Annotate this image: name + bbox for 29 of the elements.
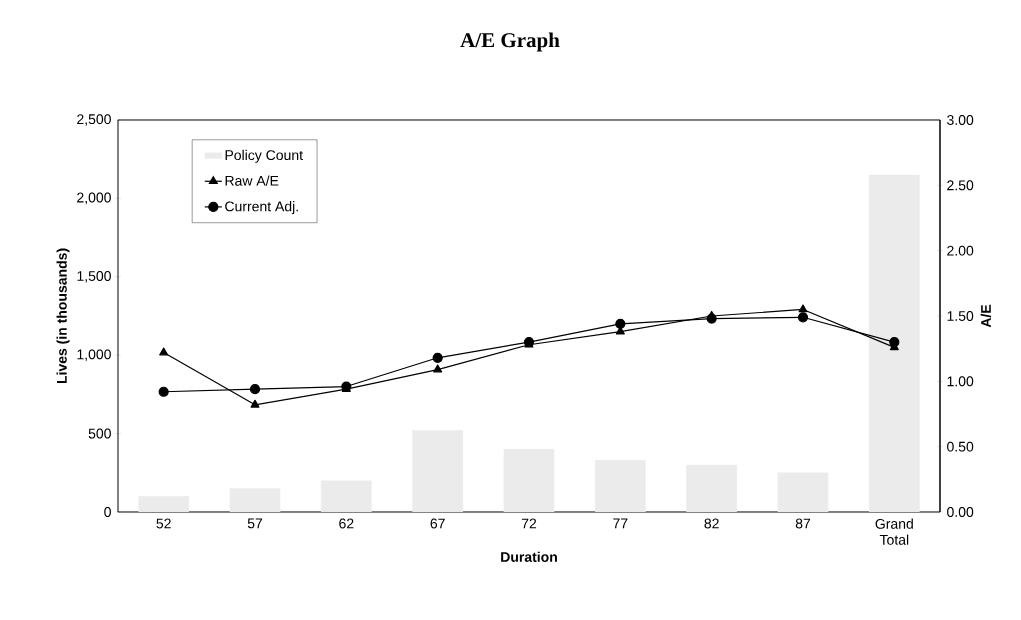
x-tick-label: Grand Total [875, 518, 913, 545]
x-tick-label: 62 [339, 518, 354, 529]
y-tick-label: 2,500 [77, 114, 111, 126]
legend-label: Policy Count [225, 149, 303, 163]
y-tick-label: 0 [104, 507, 111, 517]
y-tick-label: 1,000 [77, 349, 111, 361]
x-axis-title: Duration [501, 551, 557, 562]
y2-tick-label: 0.00 [947, 507, 974, 517]
x-tick-label: 57 [247, 518, 263, 529]
y2-tick-label: 1.50 [947, 311, 974, 321]
x-tick-label: 77 [613, 518, 628, 529]
y2-tick-label: 0.50 [947, 441, 974, 452]
x-tick-label: 82 [704, 518, 719, 529]
x-tick-label: 52 [156, 518, 171, 529]
y-tick-label: 500 [88, 428, 111, 439]
y2-tick-label: 1.00 [947, 376, 974, 387]
y2-tick-label: 3.00 [947, 115, 974, 125]
legend-label: Raw A/E [225, 175, 279, 186]
y-tick-label: 2,000 [77, 192, 111, 205]
y2-tick-label: 2.50 [947, 180, 974, 191]
x-tick-label: 72 [521, 518, 537, 529]
y2-tick-label: 2.00 [947, 245, 974, 256]
y-axis-title: Lives (in thousands) [56, 248, 70, 384]
chart-title: A/E Graph [460, 32, 560, 52]
x-tick-label: 67 [430, 518, 445, 529]
y2-axis-title: A/E [980, 304, 992, 328]
x-tick-label: 87 [795, 518, 811, 529]
y-tick-label: 1,500 [77, 270, 111, 283]
legend-label: Current Adj. [225, 201, 298, 215]
